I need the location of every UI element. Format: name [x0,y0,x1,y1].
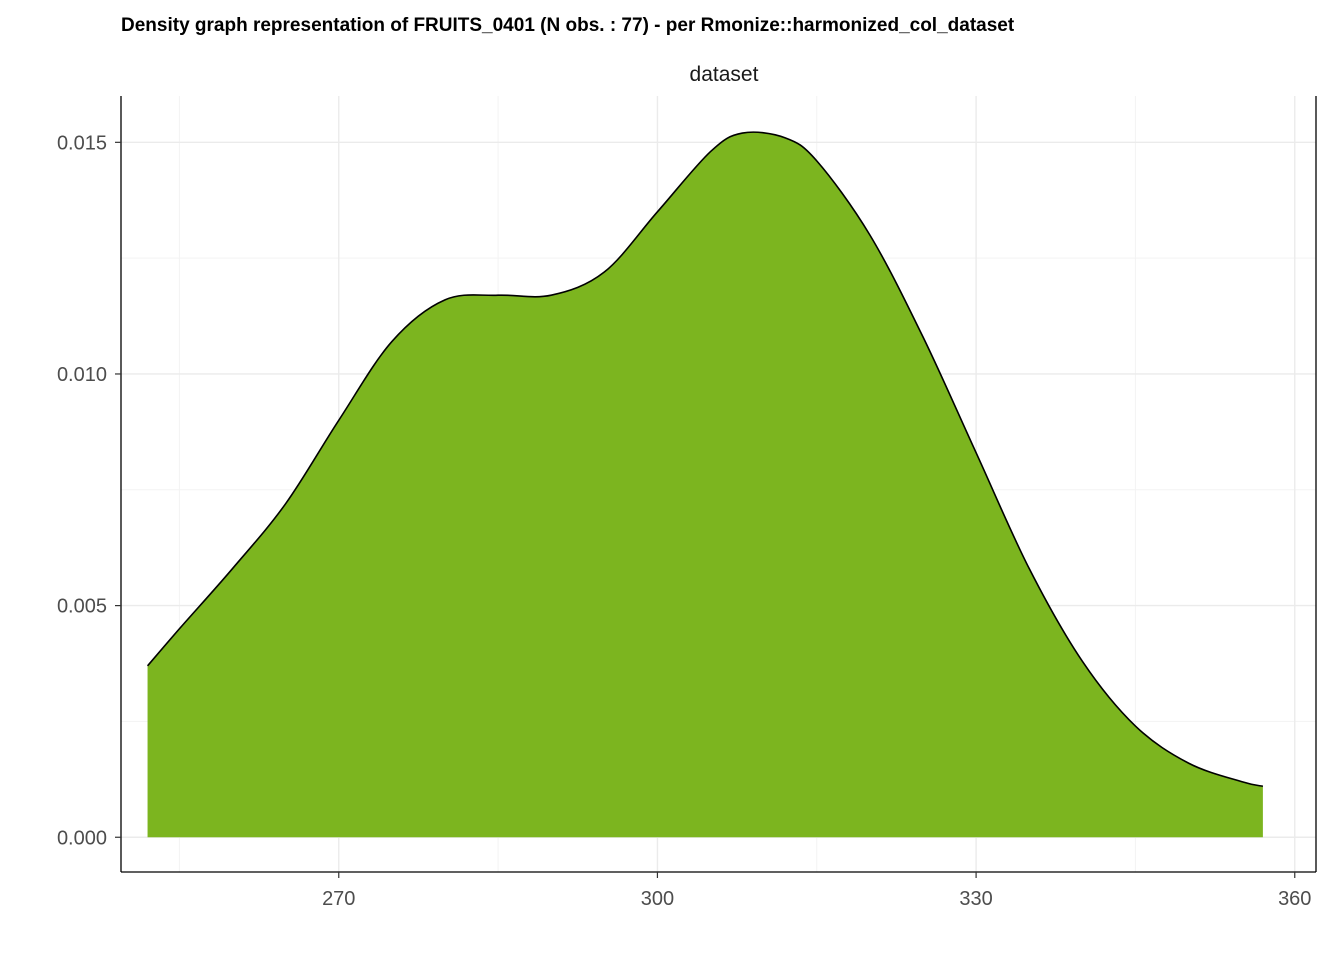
y-tick-label: 0.000 [57,827,107,849]
y-tick-label: 0.015 [57,132,107,154]
facet-strip-label: dataset [690,63,759,86]
chart-title: Density graph representation of FRUITS_0… [121,15,1015,36]
density-fill [147,132,1263,838]
y-tick-label: 0.010 [57,364,107,386]
y-tick-label: 0.005 [57,596,107,618]
x-tick-label: 360 [1278,888,1311,910]
axes: 270 300 330 360 0.000 0.005 0.010 0.015 [57,96,1317,910]
x-tick-label: 270 [322,888,355,910]
density-line [146,131,1264,788]
density-area [146,131,1264,838]
x-tick-label: 300 [641,888,674,910]
x-tick-label: 330 [959,888,992,910]
